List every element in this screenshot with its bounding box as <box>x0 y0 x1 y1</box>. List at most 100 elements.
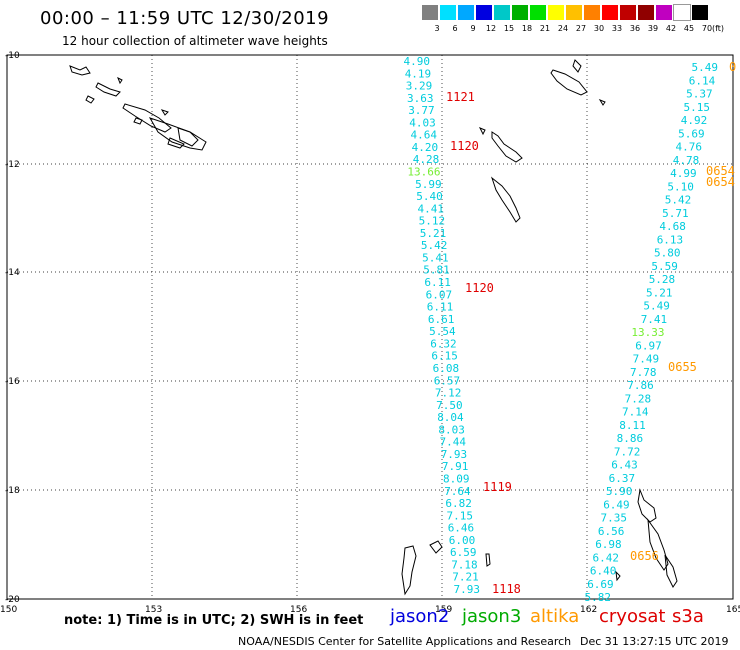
time-label: 1120 <box>450 139 479 153</box>
swh-value: 4.68 <box>659 220 686 233</box>
colorbar-swatch <box>512 5 528 20</box>
colorbar-swatch <box>584 5 600 20</box>
swh-value: 6.98 <box>595 538 622 551</box>
swh-value: 5.69 <box>678 127 705 140</box>
page-subtitle: 12 hour collection of altimeter wave hei… <box>62 34 328 48</box>
swh-value: 4.90 <box>404 55 431 68</box>
longitude-label: 159 <box>435 605 452 615</box>
swh-value: 5.10 <box>667 180 694 193</box>
swh-value: 6.57 <box>434 374 461 387</box>
swh-value: 7.91 <box>442 460 469 473</box>
swh-value: 8.03 <box>438 423 465 436</box>
swh-value: 6.00 <box>449 534 476 547</box>
swh-value: 7.50 <box>436 399 463 412</box>
swh-value: 6.42 <box>593 551 620 564</box>
colorbar-label: 3 <box>434 24 440 33</box>
time-label: 0 <box>729 60 736 74</box>
swh-value: 5.37 <box>686 88 713 101</box>
swh-value: 5.28 <box>649 273 676 286</box>
colorbar-label: 33 <box>611 24 623 33</box>
swh-value: 6.37 <box>609 472 636 485</box>
longitude-label: 162 <box>580 605 597 615</box>
swh-value: 4.28 <box>413 153 440 166</box>
latitude-label: -14 <box>5 268 20 278</box>
colorbar-swatch <box>422 5 438 20</box>
mission-altika: altika <box>530 606 580 627</box>
swh-value: 4.19 <box>405 67 432 80</box>
swh-value: 6.14 <box>689 74 716 87</box>
credit-line: NOAA/NESDIS Center for Satellite Applica… <box>238 635 572 648</box>
colorbar-swatch <box>638 5 654 20</box>
swh-value: 6.46 <box>448 522 475 535</box>
colorbar-label: 27 <box>575 24 587 33</box>
colorbar-label: 9 <box>470 24 476 33</box>
swh-value: 5.82 <box>585 591 612 604</box>
colorbar-label: 42 <box>665 24 677 33</box>
colorbar-label: 30 <box>593 24 605 33</box>
swh-value: 5.12 <box>419 215 446 228</box>
swh-value: 4.64 <box>411 129 438 142</box>
swh-value: 5.90 <box>606 485 633 498</box>
swh-value: 7.18 <box>451 558 478 571</box>
swh-value: 13.66 <box>407 166 440 179</box>
swh-value: 7.35 <box>601 512 628 525</box>
mission-s3a: s3a <box>672 606 704 627</box>
colorbar-swatch <box>602 5 618 20</box>
colorbar-swatch <box>476 5 492 20</box>
swh-value: 7.15 <box>447 509 474 522</box>
colorbar-label: 24 <box>557 24 569 33</box>
swh-value: 7.49 <box>633 353 660 366</box>
swh-value: 3.29 <box>406 80 433 93</box>
colorbar-swatch <box>548 5 564 20</box>
swh-value: 6.08 <box>433 362 460 375</box>
swh-value: 7.28 <box>625 392 652 405</box>
swh-value: 5.99 <box>415 178 442 191</box>
swh-value: 5.42 <box>665 194 692 207</box>
swh-value: 7.72 <box>614 445 641 458</box>
swh-value: 6.43 <box>611 459 638 472</box>
swh-value: 5.21 <box>646 286 673 299</box>
swh-value: 6.56 <box>598 525 625 538</box>
swh-value: 7.93 <box>441 448 468 461</box>
latitude-label: -16 <box>5 377 20 387</box>
colorbar-label: 36 <box>629 24 641 33</box>
mission-jason3: jason3 <box>462 606 522 627</box>
swh-value: 5.81 <box>423 264 450 277</box>
swh-value: 5.54 <box>429 325 456 338</box>
swh-value: 4.78 <box>673 154 700 167</box>
swh-value: 6.61 <box>428 313 455 326</box>
coastlines <box>69 59 678 596</box>
swh-value: 7.21 <box>452 571 479 584</box>
time-label: 0655 <box>668 360 697 374</box>
swh-value: 6.49 <box>603 498 630 511</box>
footer-note: note: 1) Time is in UTC; 2) SWH is in fe… <box>64 613 364 628</box>
swh-value: 5.59 <box>651 260 678 273</box>
swh-value: 4.41 <box>418 202 445 215</box>
swh-value: 7.93 <box>454 583 481 596</box>
swh-value: 6.15 <box>431 350 458 363</box>
swh-value: 6.97 <box>635 339 662 352</box>
swh-value: 6.82 <box>445 497 472 510</box>
colorbar-swatch <box>692 5 708 20</box>
swh-value: 8.04 <box>437 411 464 424</box>
longitude-label: 165 <box>726 605 740 615</box>
colorbar-label: 18 <box>521 24 533 33</box>
colorbar-label: 6 <box>452 24 458 33</box>
colorbar-swatch <box>494 5 510 20</box>
colorbar-swatch <box>656 5 672 20</box>
generated-timestamp: Dec 31 13:27:15 UTC 2019 <box>580 635 729 648</box>
page-title: 00:00 – 11:59 UTC 12/30/2019 <box>40 8 330 29</box>
colorbar-label: 39 <box>647 24 659 33</box>
mission-jason2: jason2 <box>390 606 450 627</box>
swh-value: 7.78 <box>630 366 657 379</box>
longitude-label: 153 <box>145 605 162 615</box>
time-label: 0654 <box>706 164 735 178</box>
colorbar-label: 45 <box>683 24 695 33</box>
swh-value: 6.11 <box>427 301 454 314</box>
colorbar-swatch <box>530 5 546 20</box>
swh-value: 6.59 <box>450 546 477 559</box>
colorbar-label: 21 <box>539 24 551 33</box>
swh-value: 6.07 <box>426 288 453 301</box>
mission-cryosat: cryosat <box>599 606 666 627</box>
